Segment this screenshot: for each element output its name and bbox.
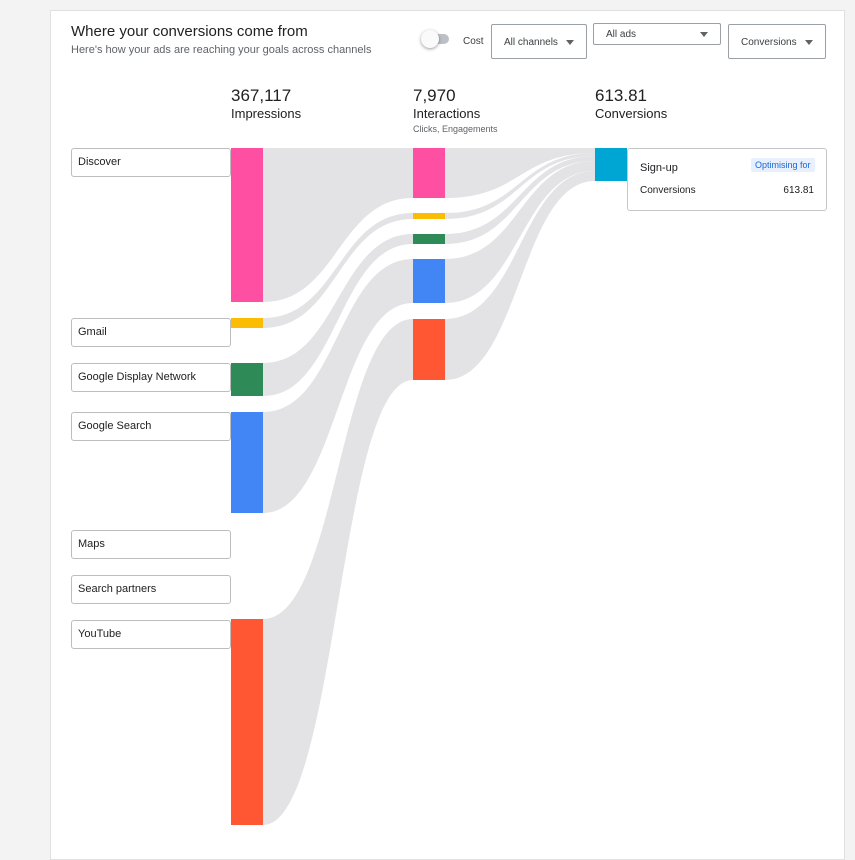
channel-name: Maps [78, 538, 105, 550]
channel-label-google-display-network[interactable]: Google Display Network [71, 363, 231, 392]
conversion-tooltip: Sign-up Optimising for Conversions 613.8… [627, 148, 827, 211]
node-discover-interactions[interactable] [413, 148, 445, 198]
node-search-impressions[interactable] [231, 412, 263, 513]
node-discover-impressions[interactable] [231, 148, 263, 302]
channel-name: YouTube [78, 628, 122, 640]
channel-name: Google Display Network [78, 371, 196, 383]
flow-gdn-int-to-conv [445, 156, 595, 244]
card-subtitle: Here's how your ads are reaching your go… [71, 44, 372, 56]
flow-layer [263, 148, 595, 825]
channel-name: Discover [78, 156, 121, 168]
tooltip-goal: Sign-up [640, 162, 678, 174]
chevron-down-icon [700, 32, 708, 37]
node-gmail-interactions[interactable] [413, 213, 445, 219]
channel-label-search-partners[interactable]: Search partners [71, 575, 231, 604]
node-youtube-impressions[interactable] [231, 619, 263, 825]
chevron-down-icon [566, 40, 574, 45]
node-signup-conversions[interactable] [595, 148, 627, 181]
metric-filter-value: Conversions [741, 37, 797, 48]
channel-label-youtube[interactable]: YouTube [71, 620, 231, 649]
channel-filter-value: All channels [504, 37, 558, 48]
sankey-chart [231, 148, 627, 825]
flow-youtube-int-to-conv [445, 171, 595, 380]
stage-label: Impressions [231, 106, 302, 121]
ads-filter-value: All ads [606, 29, 637, 40]
channel-label-discover[interactable]: Discover [71, 148, 231, 177]
stage-value: 7,970 [413, 86, 456, 105]
metric-filter-dropdown[interactable]: Conversions [728, 24, 826, 59]
channel-label-google-search[interactable]: Google Search [71, 412, 231, 441]
flow-search-int-to-conv [445, 161, 595, 303]
stage-value: 367,117 [231, 86, 292, 105]
stage-interactions: 7,970 Interactions Clicks, Engagements [413, 86, 498, 134]
stage-value: 613.81 [595, 86, 647, 105]
cost-toggle[interactable] [421, 29, 451, 49]
node-gdn-interactions[interactable] [413, 234, 445, 244]
node-gdn-impressions[interactable] [231, 363, 263, 396]
flow-youtube-impr-to-int [263, 319, 413, 825]
channel-name: Gmail [78, 326, 107, 338]
tooltip-value: 613.81 [783, 185, 814, 196]
tooltip-metric: Conversions [640, 185, 696, 196]
card-title: Where your conversions come from [71, 23, 308, 40]
node-gmail-impressions[interactable] [231, 318, 263, 328]
channel-label-gmail[interactable]: Gmail [71, 318, 231, 347]
node-search-interactions[interactable] [413, 259, 445, 303]
optimising-badge: Optimising for [751, 158, 815, 172]
stage-conversions: 613.81 Conversions [595, 86, 667, 121]
stage-label: Interactions [413, 106, 481, 121]
conversion-paths-card: Where your conversions come from Here's … [50, 10, 845, 860]
channel-label-maps[interactable]: Maps [71, 530, 231, 559]
flow-gdn-impr-to-int [263, 234, 413, 396]
stage-sub: Clicks, Engagements [413, 124, 498, 134]
channel-filter-dropdown[interactable]: All channels [491, 24, 587, 59]
flow-discover-impr-to-int [263, 148, 413, 302]
stage-label: Conversions [595, 106, 668, 121]
flow-gmail-int-to-conv [445, 153, 595, 219]
node-youtube-interactions[interactable] [413, 319, 445, 380]
channel-name: Search partners [78, 583, 157, 595]
flow-search-impr-to-int [263, 259, 413, 513]
ads-filter-dropdown[interactable]: All ads [593, 23, 721, 45]
stage-impressions: 367,117 Impressions [231, 86, 301, 121]
node-layer [231, 148, 627, 825]
cost-toggle-label: Cost [463, 36, 484, 47]
toggle-knob [421, 30, 439, 48]
channel-name: Google Search [78, 420, 152, 432]
flow-discover-int-to-conv [445, 148, 595, 198]
chevron-down-icon [805, 40, 813, 45]
flow-gmail-impr-to-int [263, 213, 413, 328]
